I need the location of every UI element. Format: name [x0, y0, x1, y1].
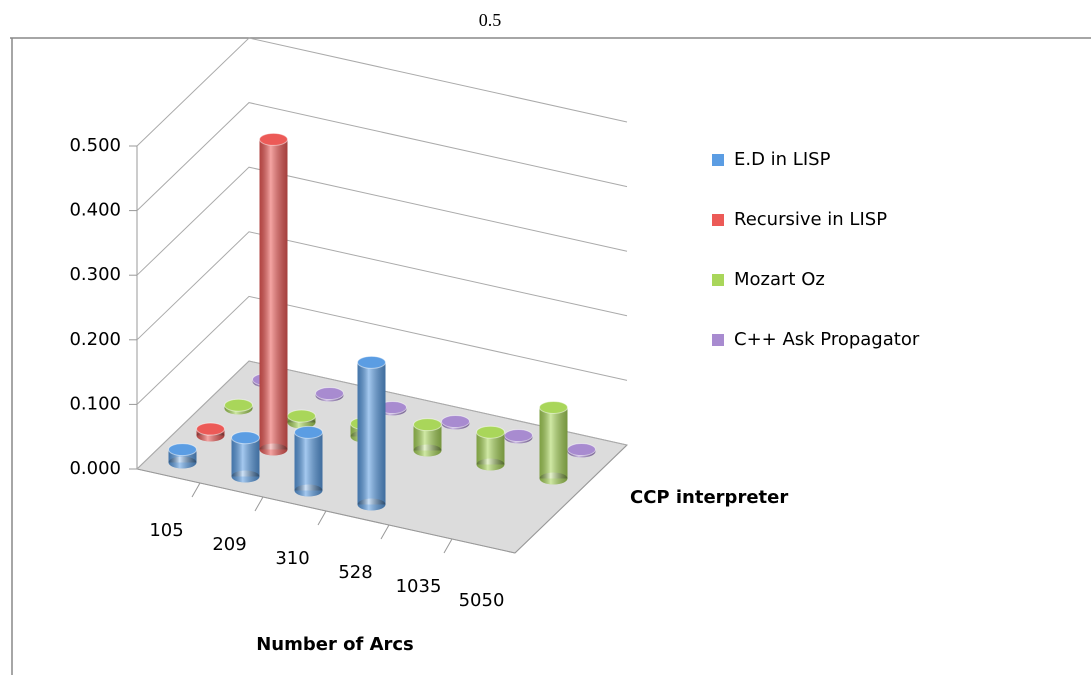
- y-tick-label: 0.500: [69, 135, 121, 156]
- cylinder-part: [224, 398, 253, 412]
- cylinder: [287, 409, 316, 429]
- cylinder: [294, 425, 323, 497]
- cylinder-part: [567, 443, 596, 457]
- x-tick-label: 528: [338, 562, 372, 583]
- x-tick: [443, 538, 453, 554]
- cylinder-part: [441, 415, 470, 429]
- cylinder: [168, 443, 197, 469]
- legend-swatch: [712, 154, 724, 166]
- legend-swatch: [712, 274, 724, 286]
- cylinder: [413, 418, 442, 457]
- legend-label: C++ Ask Propagator: [734, 329, 920, 350]
- cylinder: [259, 132, 288, 456]
- x-tick: [191, 482, 201, 498]
- cylinder-part: [231, 431, 260, 445]
- chart-title: 0.5: [479, 10, 502, 30]
- grid-line: [136, 231, 628, 341]
- x-tick: [254, 496, 264, 512]
- cylinder: [504, 429, 533, 444]
- legend-label: E.D in LISP: [734, 149, 831, 170]
- cylinder-part: [259, 132, 288, 146]
- grid-line: [136, 295, 628, 405]
- cylinder-part: [294, 432, 323, 491]
- x-axis-label: Number of Arcs: [256, 634, 414, 655]
- y-tick-label: 0.400: [69, 200, 121, 221]
- legend-label: Mozart Oz: [734, 269, 825, 290]
- cylinder-part: [413, 418, 442, 432]
- cylinder-part: [504, 429, 533, 443]
- y-tick-label: 0.100: [69, 393, 121, 414]
- cylinder: [224, 398, 253, 415]
- cylinder: [441, 415, 470, 430]
- cylinder-part: [168, 443, 197, 457]
- cylinder: [539, 400, 568, 485]
- cylinder-part: [539, 400, 568, 414]
- x-tick-label: 209: [212, 534, 246, 555]
- cylinder-part: [539, 407, 568, 479]
- grid-line: [136, 102, 628, 211]
- cylinder-part: [287, 409, 316, 423]
- cylinder-part: [315, 387, 344, 401]
- grid-line: [136, 360, 628, 470]
- cylinder: [476, 425, 505, 471]
- cylinder: [567, 443, 596, 458]
- y-tick-label: 0.000: [69, 458, 121, 479]
- grid-line: [136, 166, 628, 276]
- x-tick: [317, 510, 327, 526]
- legend-label: Recursive in LISP: [734, 209, 887, 230]
- wall-edge: [514, 444, 628, 554]
- grid-line: [136, 37, 628, 147]
- cylinder-part: [357, 355, 386, 369]
- y-tick-label: 0.300: [69, 264, 121, 285]
- x-tick-label: 105: [149, 520, 183, 541]
- legend-swatch: [712, 214, 724, 226]
- x-tick-label: 1035: [396, 576, 442, 597]
- cylinder: [357, 355, 386, 511]
- legend-swatch: [712, 334, 724, 346]
- cylinder-part: [476, 425, 505, 439]
- cylinder: [315, 387, 344, 402]
- x-tick-label: 5050: [459, 590, 505, 611]
- cylinder-part: [357, 362, 386, 505]
- cylinder: [231, 431, 260, 483]
- z-axis-label: CCP interpreter: [630, 487, 788, 508]
- cylinder-part: [196, 422, 225, 436]
- cylinder-part: [259, 139, 288, 450]
- cylinder-part: [294, 425, 323, 439]
- y-tick-label: 0.200: [69, 329, 121, 350]
- x-tick: [380, 524, 390, 540]
- cylinder: [196, 422, 225, 442]
- x-tick-label: 310: [275, 548, 309, 569]
